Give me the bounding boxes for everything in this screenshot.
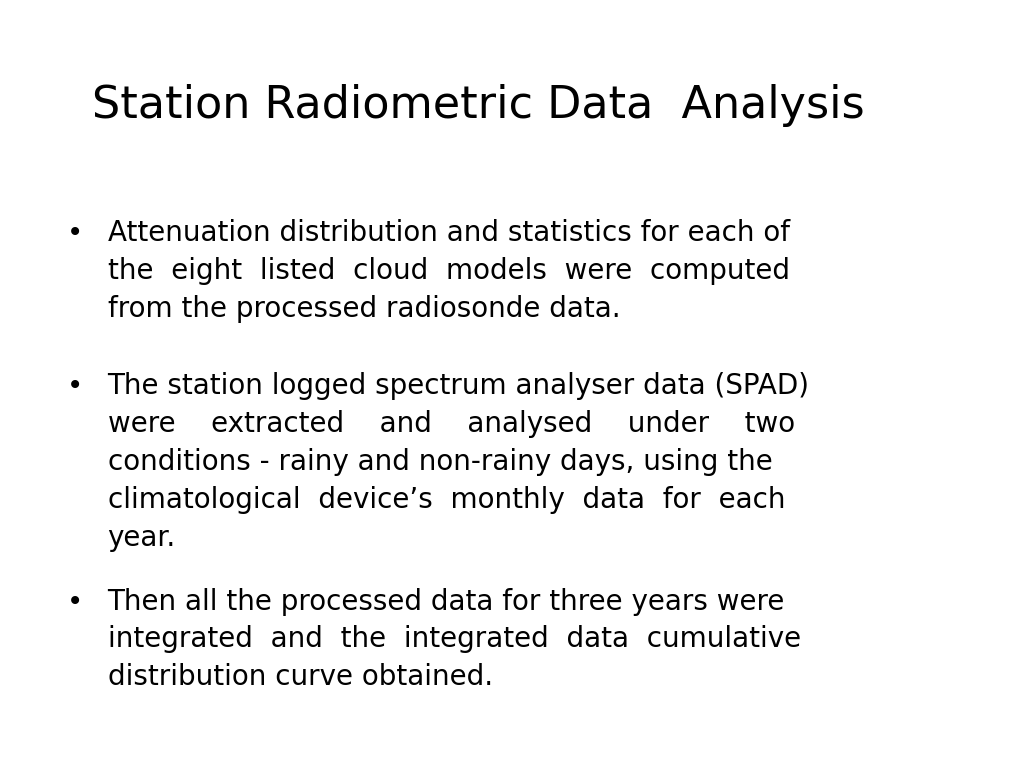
- Text: The station logged spectrum analyser data (SPAD)
were    extracted    and    ana: The station logged spectrum analyser dat…: [108, 372, 810, 552]
- Text: •: •: [67, 219, 83, 247]
- Text: •: •: [67, 372, 83, 400]
- Text: •: •: [67, 588, 83, 615]
- Text: Attenuation distribution and statistics for each of
the  eight  listed  cloud  m: Attenuation distribution and statistics …: [108, 219, 790, 323]
- Text: Then all the processed data for three years were
integrated  and  the  integrate: Then all the processed data for three ye…: [108, 588, 801, 691]
- Text: Station Radiometric Data  Analysis: Station Radiometric Data Analysis: [92, 84, 865, 127]
